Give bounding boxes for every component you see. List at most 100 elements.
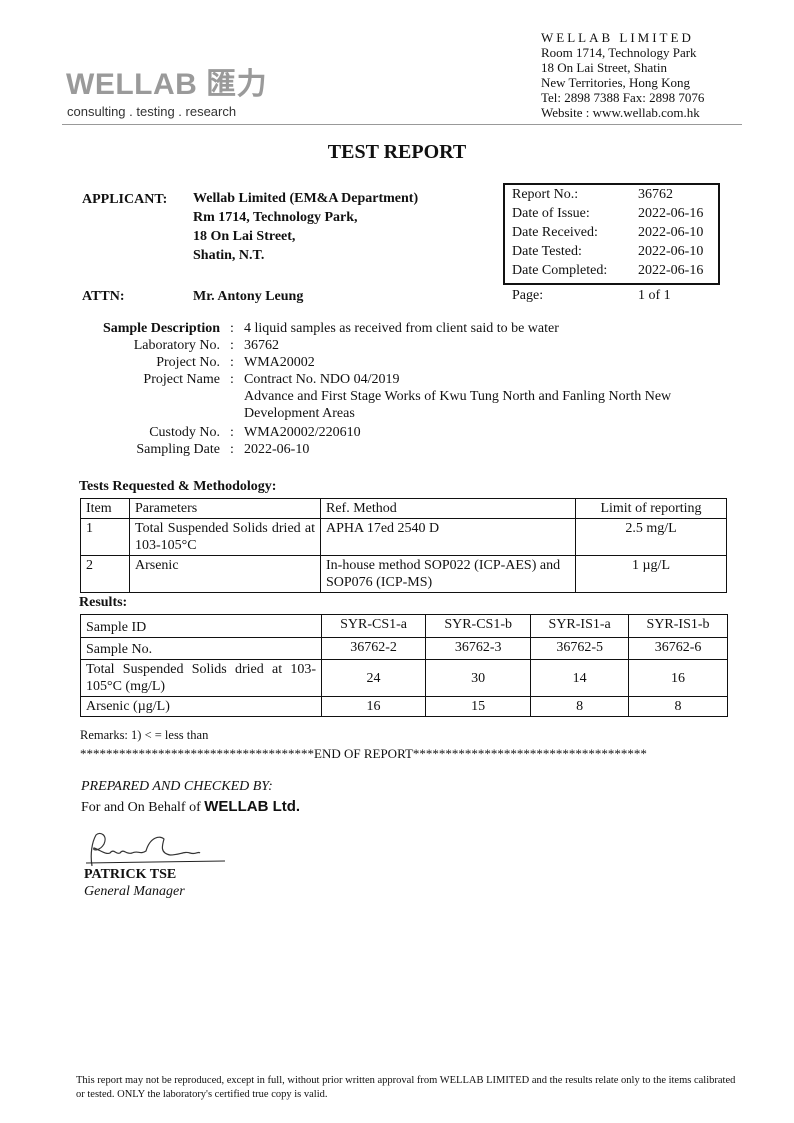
tests-heading: Tests Requested & Methodology: bbox=[79, 479, 277, 494]
lab-no-value: 36762 bbox=[244, 338, 279, 353]
project-name-label: Project Name bbox=[143, 372, 220, 387]
header-cell: Ref. Method bbox=[320, 498, 576, 519]
cell: 30 bbox=[425, 659, 532, 697]
colon: : bbox=[230, 372, 234, 387]
page-label: Page: bbox=[512, 288, 544, 303]
field-label: Date Received: bbox=[512, 225, 598, 240]
page-title: TEST REPORT bbox=[327, 141, 467, 163]
results-heading: Results: bbox=[79, 595, 128, 610]
date-completed-row: Date Completed: 2022-06-16 bbox=[505, 261, 718, 280]
applicant-address: Wellab Limited (EM&A Department) Rm 1714… bbox=[193, 189, 418, 265]
report-info-box: Report No.: 36762 Date of Issue: 2022-06-1… bbox=[503, 183, 720, 285]
table-row: Sample ID SYR-CS1-a SYR-CS1-b SYR-IS1-a … bbox=[80, 614, 728, 638]
cell: 36762-3 bbox=[425, 637, 532, 660]
colon: : bbox=[230, 355, 234, 370]
cell: 1 µg/L bbox=[575, 555, 727, 593]
table-row: 1 Total Suspended Solids dried at 103-10… bbox=[80, 518, 727, 556]
colon: : bbox=[230, 442, 234, 457]
cell: 16 bbox=[628, 659, 728, 697]
table-row: Total Suspended Solids dried at 103-105°… bbox=[80, 659, 728, 697]
address-line: Room 1714, Technology Park bbox=[541, 45, 697, 60]
signature bbox=[85, 832, 226, 867]
field-label: Date Tested: bbox=[512, 244, 582, 259]
header-cell: Parameters bbox=[129, 498, 321, 519]
project-no-value: WMA20002 bbox=[244, 355, 315, 370]
table-row: Arsenic (µg/L) 16 15 8 8 bbox=[80, 696, 728, 717]
header-divider bbox=[62, 124, 742, 125]
report-no-row: Report No.: 36762 bbox=[505, 185, 718, 204]
header-cell: Limit of reporting bbox=[575, 498, 727, 519]
contract-no: Contract No. NDO 04/2019 bbox=[244, 372, 400, 387]
cell: 24 bbox=[320, 659, 427, 697]
cell: 36762-5 bbox=[530, 637, 630, 660]
cell: 8 bbox=[530, 696, 630, 717]
field-label: Date Completed: bbox=[512, 263, 608, 278]
project-no-label: Project No. bbox=[156, 355, 220, 370]
cell: 36762-6 bbox=[628, 637, 728, 660]
cell: Sample No. bbox=[80, 637, 322, 660]
table-row: 2 Arsenic In-house method SOP022 (ICP-AE… bbox=[80, 555, 727, 593]
applicant-line: 18 On Lai Street, bbox=[193, 229, 296, 244]
date-tested-row: Date Tested: 2022-06-10 bbox=[505, 242, 718, 261]
behalf-line: For and On Behalf of WELLAB Ltd. bbox=[81, 798, 300, 817]
address-line: 18 On Lai Street, Shatin bbox=[541, 60, 668, 75]
table-header-row: Item Parameters Ref. Method Limit of rep… bbox=[80, 498, 727, 519]
field-label: Report No.: bbox=[512, 187, 579, 202]
colon: : bbox=[230, 321, 234, 336]
applicant-line: Wellab Limited (EM&A Department) bbox=[193, 191, 419, 206]
cell: 15 bbox=[425, 696, 532, 717]
header-cell: Item bbox=[80, 498, 130, 519]
cell: 1 bbox=[80, 518, 130, 556]
signer-title: General Manager bbox=[84, 884, 185, 899]
field-label: Date of Issue: bbox=[512, 206, 590, 221]
project-title: Advance and First Stage Works of Kwu Tun… bbox=[244, 389, 672, 421]
field-value: 2022-06-16 bbox=[638, 263, 704, 278]
sample-details: Sample Description:4 liquid samples as r… bbox=[80, 320, 714, 458]
cell: 14 bbox=[530, 659, 630, 697]
behalf-text: For and On Behalf of bbox=[81, 800, 201, 815]
applicant-line: Rm 1714, Technology Park, bbox=[193, 210, 358, 225]
cell: SYR-IS1-a bbox=[530, 614, 630, 638]
cell: In-house method SOP022 (ICP-AES) and SOP… bbox=[320, 555, 576, 593]
colon: : bbox=[230, 425, 234, 440]
sampling-date-label: Sampling Date bbox=[136, 442, 220, 457]
field-value: 2022-06-10 bbox=[638, 225, 704, 240]
cell: 36762-2 bbox=[320, 637, 427, 660]
sample-desc-label: Sample Description bbox=[102, 321, 220, 336]
behalf-company: WELLAB Ltd. bbox=[204, 798, 301, 815]
lab-no-label: Laboratory No. bbox=[133, 338, 220, 353]
date-issue-row: Date of Issue: 2022-06-16 bbox=[505, 204, 718, 223]
cell: 2 bbox=[80, 555, 130, 593]
cell: Arsenic bbox=[129, 555, 321, 593]
end-of-report: ************************************END … bbox=[80, 746, 647, 761]
page-value: 1 of 1 bbox=[638, 288, 671, 303]
prepared-label: PREPARED AND CHECKED BY: bbox=[81, 779, 273, 794]
cell: Arsenic (µg/L) bbox=[80, 696, 322, 717]
cell: Total Suspended Solids dried at 103-105°… bbox=[129, 518, 321, 556]
cell: SYR-IS1-b bbox=[628, 614, 728, 638]
signer-name: PATRICK TSE bbox=[84, 867, 177, 882]
cell: 2.5 mg/L bbox=[575, 518, 727, 556]
cell: SYR-CS1-a bbox=[320, 614, 427, 638]
cell: Total Suspended Solids dried at 103-105°… bbox=[80, 659, 322, 697]
project-name-value: Contract No. NDO 04/2019 Advance and Firs… bbox=[244, 371, 714, 422]
attn-value: Mr. Antony Leung bbox=[193, 289, 304, 304]
wellab-logo: WELLAB 匯力 bbox=[66, 68, 268, 101]
remarks: Remarks: 1) < = less than bbox=[80, 728, 209, 742]
cell: 16 bbox=[320, 696, 427, 717]
sample-desc-value: 4 liquid samples as received from client… bbox=[244, 321, 559, 336]
address-line: Website : www.wellab.com.hk bbox=[541, 105, 700, 120]
company-address: WELLAB LIMITED Room 1714, Technology Par… bbox=[541, 30, 704, 120]
field-value: 36762 bbox=[638, 187, 673, 202]
tests-table: Item Parameters Ref. Method Limit of rep… bbox=[80, 498, 727, 593]
company-name: WELLAB LIMITED bbox=[541, 30, 694, 45]
field-value: 2022-06-16 bbox=[638, 206, 704, 221]
custody-no-label: Custody No. bbox=[149, 425, 220, 440]
colon: : bbox=[230, 338, 234, 353]
sampling-date-value: 2022-06-10 bbox=[244, 442, 310, 457]
results-table: Sample ID SYR-CS1-a SYR-CS1-b SYR-IS1-a … bbox=[80, 614, 728, 717]
cell: APHA 17ed 2540 D bbox=[320, 518, 576, 556]
cell: Sample ID bbox=[80, 614, 322, 638]
applicant-line: Shatin, N.T. bbox=[193, 248, 265, 263]
